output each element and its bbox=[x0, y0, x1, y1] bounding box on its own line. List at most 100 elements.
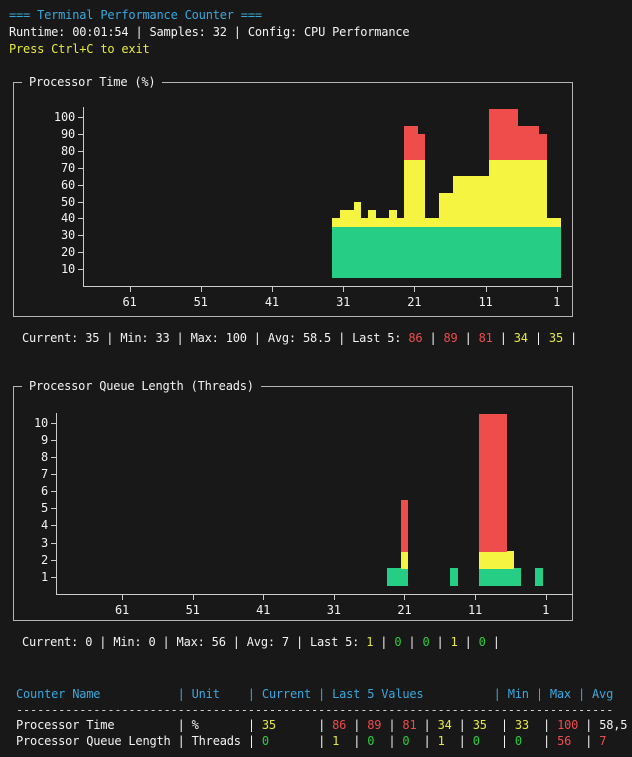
y-tick-label: 50 bbox=[60, 194, 75, 209]
bar-segment-g bbox=[332, 226, 341, 278]
last5-value: 0 bbox=[402, 734, 417, 748]
bar-segment-y bbox=[332, 218, 341, 228]
chart-box-processor-time: Processor Time (%) 10 20 30 40 50 60 70 80 90 100… bbox=[13, 74, 573, 317]
x-tick-mark bbox=[545, 595, 547, 600]
stats-last5-value: 86 bbox=[408, 331, 423, 345]
bar-segment-y bbox=[546, 218, 554, 228]
counter-name: Processor Queue Length | bbox=[16, 734, 192, 748]
cell-separator: | bbox=[346, 734, 368, 748]
cell-separator: | bbox=[346, 718, 368, 732]
bar-segment-g bbox=[496, 226, 504, 278]
stats-last5-value: 0 bbox=[394, 635, 402, 649]
y-tick-label: 20 bbox=[60, 245, 75, 260]
stats-separator: | bbox=[562, 331, 578, 345]
x-tick-mark bbox=[192, 595, 194, 600]
bar-segment-y bbox=[517, 159, 526, 228]
bar-segment-g bbox=[513, 568, 522, 586]
bar-segment-g bbox=[460, 226, 469, 278]
y-tick-mark bbox=[51, 542, 56, 544]
bar-segment-g bbox=[382, 226, 390, 278]
y-tick-label: 6 bbox=[40, 484, 48, 499]
bar-segment-y bbox=[503, 159, 511, 228]
bar-segment-r bbox=[531, 125, 540, 160]
max-value: 100 bbox=[557, 718, 586, 732]
bar-segment-y bbox=[382, 218, 390, 228]
y-tick-mark bbox=[51, 422, 56, 424]
stats-separator: | bbox=[429, 635, 451, 649]
bar-segment-y bbox=[474, 176, 483, 228]
bar-segment-g bbox=[538, 226, 547, 278]
y-tick-label: 4 bbox=[40, 518, 48, 533]
stats-separator: | bbox=[422, 331, 444, 345]
bar-segment-g bbox=[510, 226, 519, 278]
x-tick-label: 31 bbox=[336, 295, 351, 309]
bar-segment-g bbox=[467, 226, 476, 278]
x-tick-mark bbox=[263, 595, 265, 600]
bar-segment-y bbox=[424, 218, 433, 228]
y-tick-mark bbox=[78, 252, 83, 254]
bar-segment-r bbox=[403, 125, 412, 160]
stats-last5-value: 89 bbox=[443, 331, 458, 345]
bar-segment-y bbox=[353, 201, 362, 228]
bar-segment-g bbox=[417, 226, 426, 278]
bar-segment-r bbox=[485, 414, 494, 552]
cell-separator: | bbox=[585, 718, 600, 732]
bar-segment-y bbox=[489, 159, 497, 228]
bar-segment-g bbox=[503, 226, 511, 278]
bar-segment-r bbox=[538, 134, 547, 160]
bar-segment-r bbox=[496, 108, 504, 160]
x-tick-label: 41 bbox=[264, 295, 279, 309]
bar-segment-y bbox=[478, 551, 487, 569]
y-tick-mark bbox=[78, 201, 83, 203]
stats-last5-value: 35 bbox=[548, 331, 563, 345]
cell-separator: | bbox=[416, 718, 438, 732]
bar-segment-y bbox=[492, 551, 501, 569]
cell-separator: | bbox=[500, 734, 515, 748]
max-value: 56 bbox=[557, 734, 586, 748]
cell-separator: | bbox=[451, 718, 473, 732]
x-tick-mark bbox=[414, 287, 416, 292]
x-tick-label: 11 bbox=[478, 295, 493, 309]
bar-segment-g bbox=[396, 226, 405, 278]
bar-segment-g bbox=[453, 226, 462, 278]
y-tick-mark bbox=[51, 576, 56, 578]
last5-value: 0 bbox=[472, 734, 487, 748]
current-value: 0 bbox=[261, 734, 319, 748]
exit-hint: Press Ctrl+C to exit bbox=[9, 42, 150, 56]
bar-segment-g bbox=[389, 226, 397, 278]
bar-segment-y bbox=[389, 210, 397, 228]
bar-segment-g bbox=[375, 226, 383, 278]
bar-segment-g bbox=[432, 226, 440, 278]
y-tick-mark bbox=[78, 167, 83, 169]
y-tick-mark bbox=[78, 117, 83, 119]
bar-segment-y bbox=[506, 551, 515, 569]
last5-value: 89 bbox=[367, 718, 382, 732]
x-tick-label: 11 bbox=[467, 603, 483, 617]
bar-segment-g bbox=[410, 226, 419, 278]
x-tick-label: 51 bbox=[185, 603, 200, 617]
y-tick-label: 100 bbox=[53, 110, 75, 125]
x-tick-mark bbox=[556, 287, 558, 292]
bar-segment-y bbox=[453, 176, 462, 228]
bar-segment-g bbox=[346, 226, 355, 278]
summary-table: Counter Name | Unit | Current | Last 5 V… bbox=[16, 686, 628, 749]
min-value: 33 bbox=[514, 718, 543, 732]
bar-segment-g bbox=[339, 226, 348, 278]
stats-last5-value: 81 bbox=[478, 331, 493, 345]
bar-segment-g bbox=[393, 568, 402, 586]
plot-queue-length: 1 2 3 4 5 6 7 8 9 10 61 51 41 31 21 11 1 bbox=[14, 387, 573, 620]
x-tick-mark bbox=[200, 287, 202, 292]
last5-value: 86 bbox=[332, 718, 347, 732]
bar-segment-y bbox=[439, 193, 447, 228]
stats-separator: | bbox=[492, 331, 514, 345]
cell-separator: | bbox=[451, 734, 473, 748]
counter-unit: Threads | bbox=[191, 734, 262, 748]
bar-segment-y bbox=[496, 159, 504, 228]
cell-separator: | bbox=[381, 734, 403, 748]
bar-segment-g bbox=[368, 226, 376, 278]
bar-segment-g bbox=[478, 568, 487, 586]
last5-value: 35 bbox=[472, 718, 487, 732]
bar-segment-y bbox=[396, 218, 405, 228]
y-tick-label: 80 bbox=[60, 143, 75, 158]
